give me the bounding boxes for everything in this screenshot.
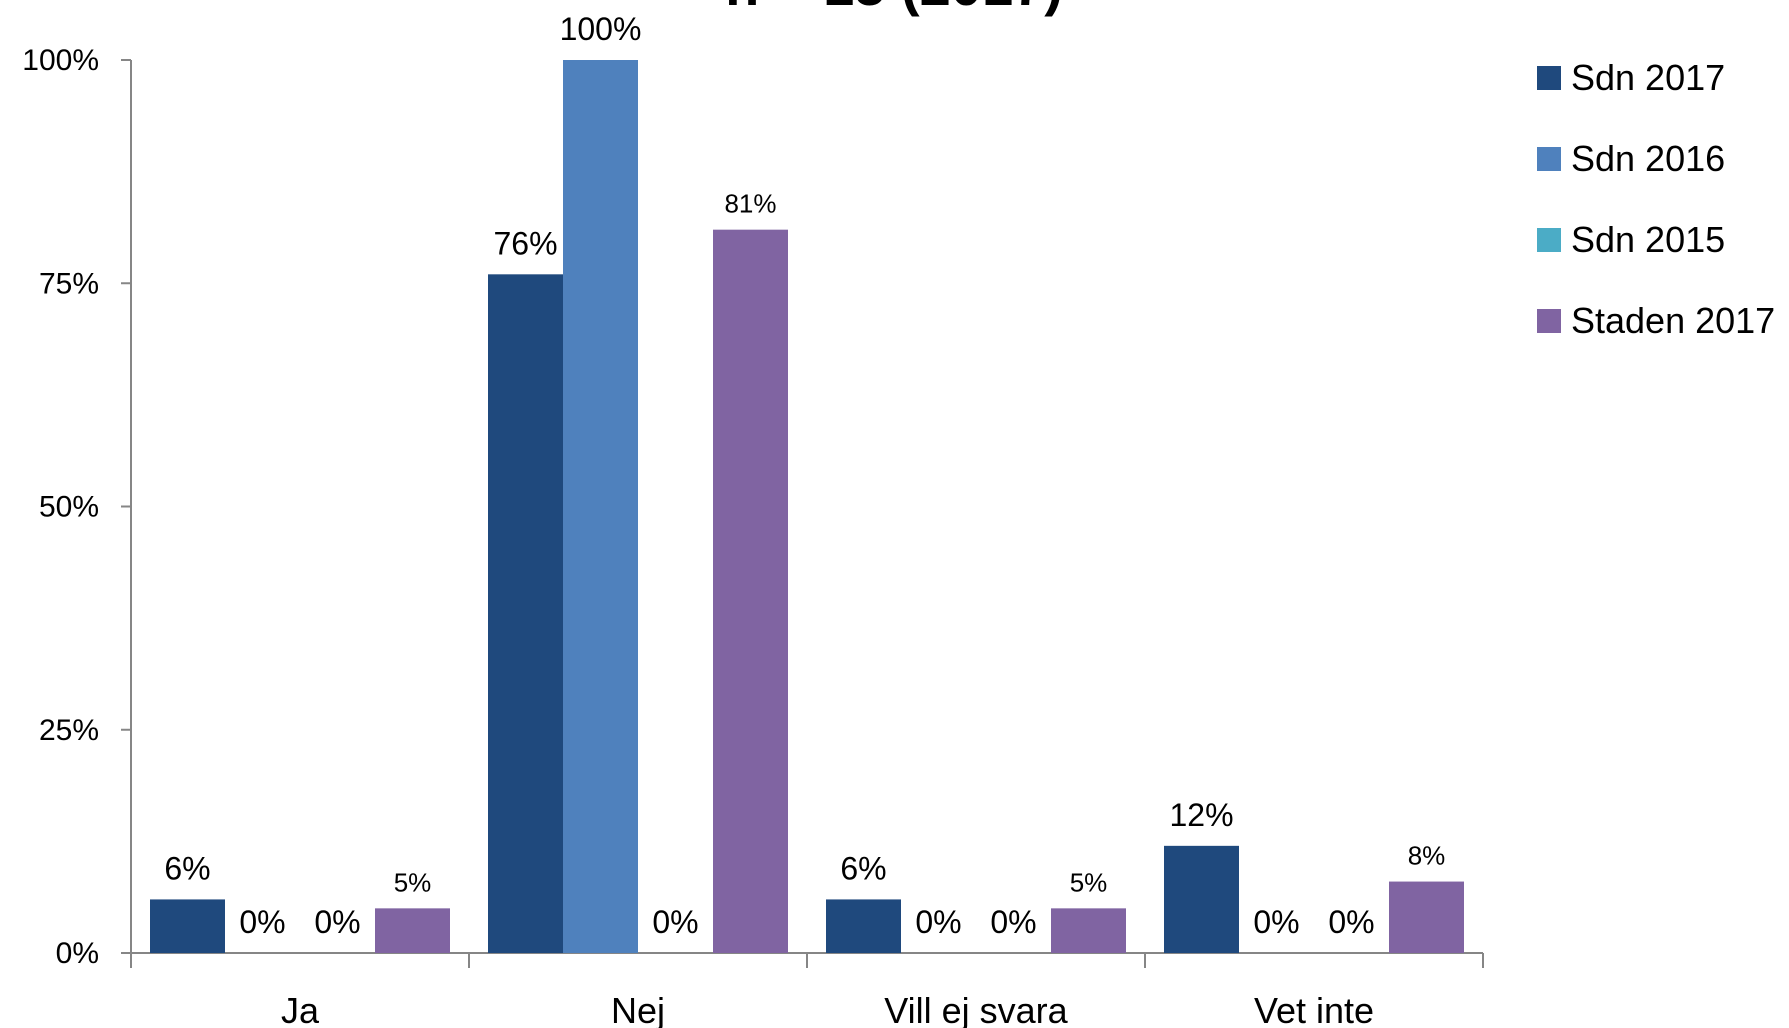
data-label: 0% — [652, 904, 698, 940]
legend-swatch — [1537, 66, 1561, 90]
y-tick-label: 75% — [39, 267, 99, 300]
data-label: 81% — [724, 189, 776, 219]
y-tick-label: 100% — [22, 44, 99, 77]
bar — [713, 229, 788, 954]
data-label: 0% — [314, 904, 360, 940]
data-label: 12% — [1169, 797, 1233, 833]
legend-swatch — [1537, 228, 1561, 252]
bar — [563, 60, 638, 953]
bar — [375, 908, 450, 953]
legend-label: Sdn 2017 — [1571, 57, 1725, 98]
legend-label: Staden 2017 — [1571, 300, 1775, 341]
legend: Sdn 2017 Sdn 2016 Sdn 2015 Staden 2017 — [1537, 57, 1775, 341]
legend-label: Sdn 2016 — [1571, 138, 1725, 179]
data-label: 0% — [915, 904, 961, 940]
data-label: 6% — [840, 850, 886, 886]
bar — [150, 899, 225, 953]
data-label: 8% — [1408, 841, 1446, 871]
legend-label: Sdn 2015 — [1571, 219, 1725, 260]
chart-title: n = 15 (2017) — [725, 0, 1063, 17]
legend-swatch — [1537, 147, 1561, 171]
y-tick-label: 0% — [56, 937, 99, 970]
plot-area: 0% 25% 50% 75% 100% Ja Nej Vill ej svara Vet int… — [22, 11, 1484, 1028]
data-label: 5% — [394, 867, 432, 897]
x-category-label: Vill ej svara — [884, 990, 1068, 1028]
x-category-label: Vet inte — [1254, 990, 1374, 1028]
bar — [1051, 908, 1126, 953]
bar — [488, 274, 563, 953]
data-label: 76% — [493, 225, 557, 261]
y-tick-label: 50% — [39, 491, 99, 524]
y-tick-label: 25% — [39, 714, 99, 747]
legend-swatch — [1537, 309, 1561, 333]
data-label: 0% — [239, 904, 285, 940]
x-category-label: Nej — [611, 990, 665, 1028]
bar — [826, 899, 901, 953]
data-label: 0% — [1253, 904, 1299, 940]
x-category-label: Ja — [281, 990, 320, 1028]
bar — [1389, 881, 1464, 953]
data-label: 5% — [1070, 867, 1108, 897]
data-label: 6% — [164, 850, 210, 886]
data-label: 0% — [1328, 904, 1374, 940]
data-label: 0% — [990, 904, 1036, 940]
bar — [1164, 845, 1239, 953]
data-label: 100% — [560, 11, 642, 47]
